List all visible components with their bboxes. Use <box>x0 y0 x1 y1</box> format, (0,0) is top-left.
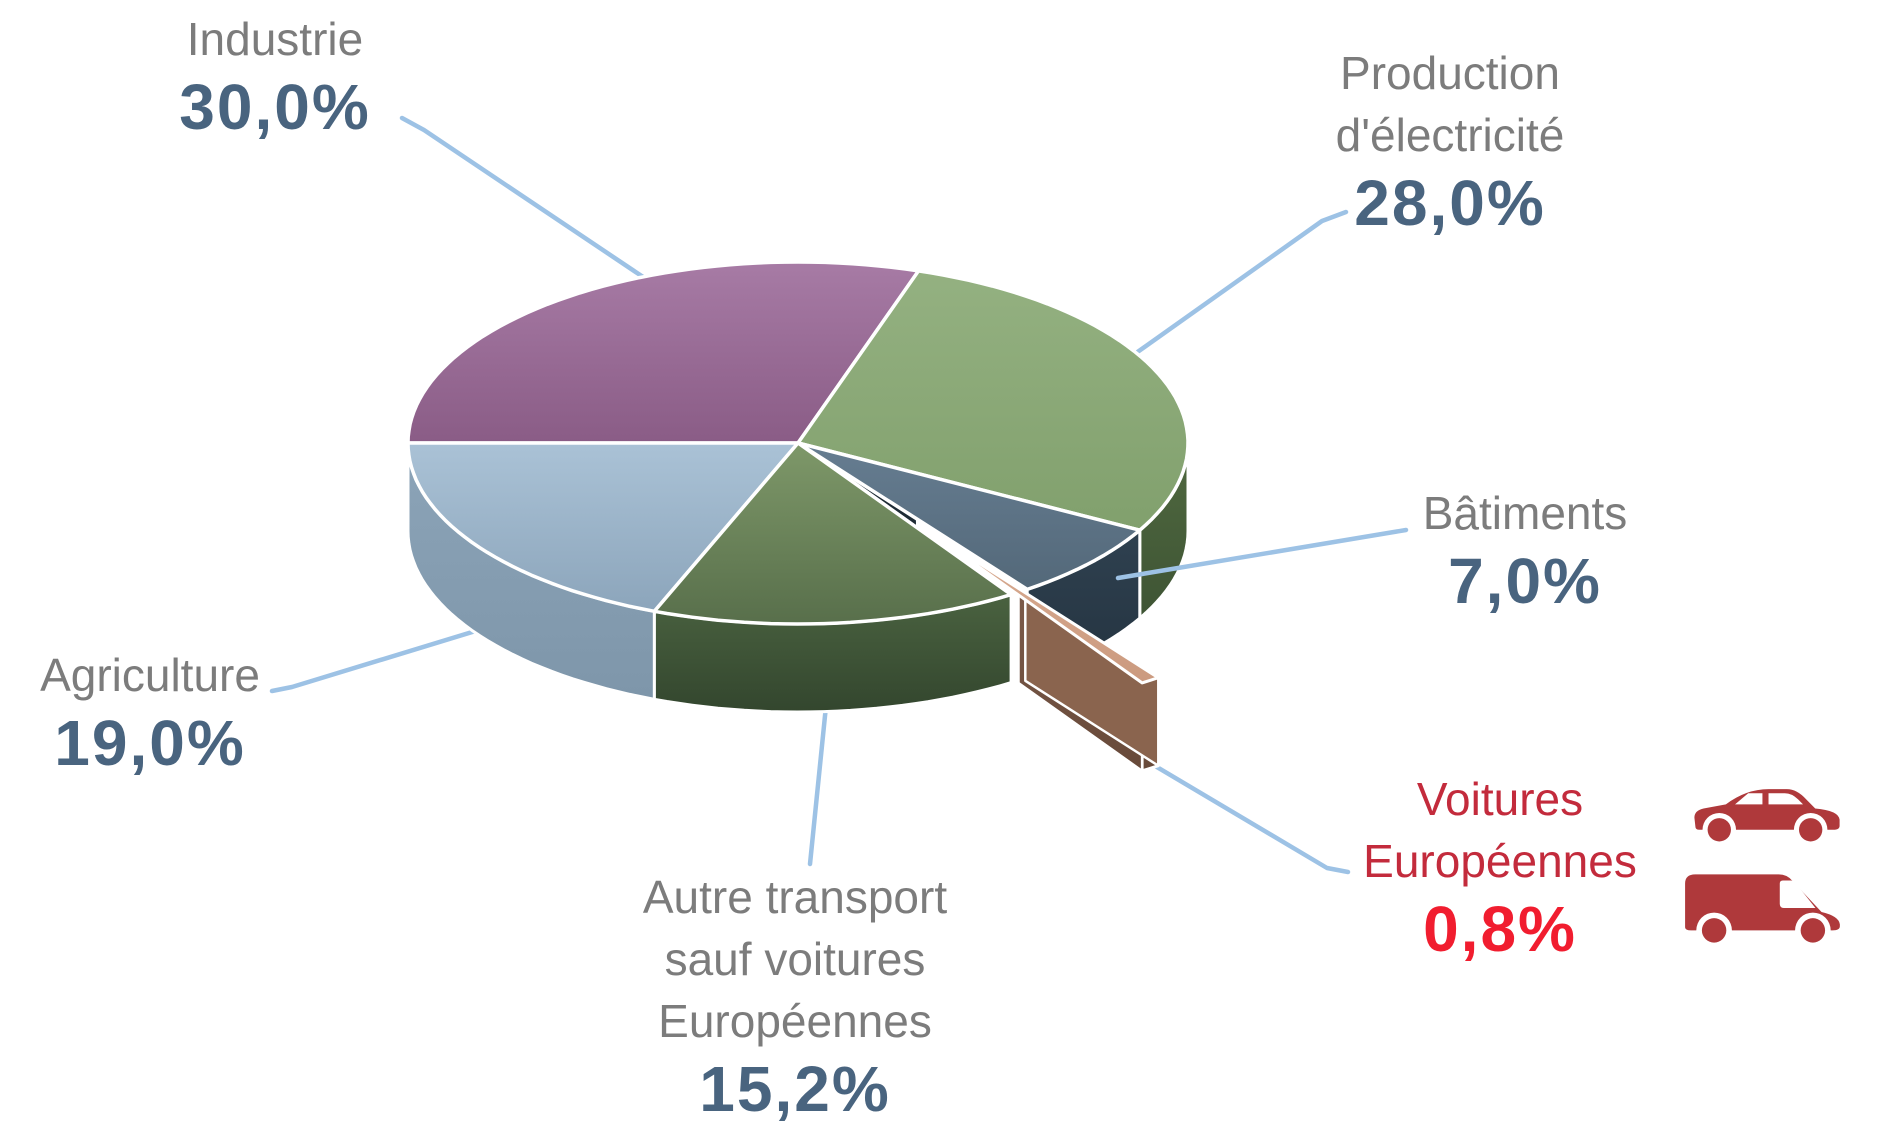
label-batiments: Bâtiments 7,0% <box>1330 482 1720 616</box>
label-production-pct: 28,0% <box>1354 167 1546 239</box>
label-autre-name-2: sauf voitures <box>664 933 926 985</box>
label-batiments-name: Bâtiments <box>1422 487 1628 539</box>
label-batiments-pct: 7,0% <box>1448 545 1602 617</box>
label-autre-pct: 15,2% <box>699 1053 891 1125</box>
label-autre-transport: Autre transport sauf voitures Européenne… <box>590 866 1000 1124</box>
label-agriculture-pct: 19,0% <box>54 707 246 779</box>
label-autre-name-3: Européennes <box>658 995 932 1047</box>
label-agriculture: Agriculture 19,0% <box>10 644 290 778</box>
car-icon <box>1694 789 1840 845</box>
label-voitures-name-2: Européennes <box>1363 835 1637 887</box>
label-production-name-2: d'électricité <box>1335 109 1565 161</box>
label-voitures-name-1: Voitures <box>1416 773 1584 825</box>
label-industrie-pct: 30,0% <box>179 71 371 143</box>
label-autre-name-1: Autre transport <box>642 871 948 923</box>
van-icon <box>1685 874 1840 948</box>
label-production-name-1: Production <box>1340 47 1560 99</box>
label-industrie: Industrie 30,0% <box>90 8 460 142</box>
label-production: Production d'électricité 28,0% <box>1260 42 1640 238</box>
label-voitures: Voitures Européennes 0,8% <box>1300 768 1700 964</box>
label-agriculture-name: Agriculture <box>40 649 260 701</box>
label-voitures-pct: 0,8% <box>1423 893 1577 965</box>
label-industrie-name: Industrie <box>186 13 364 65</box>
